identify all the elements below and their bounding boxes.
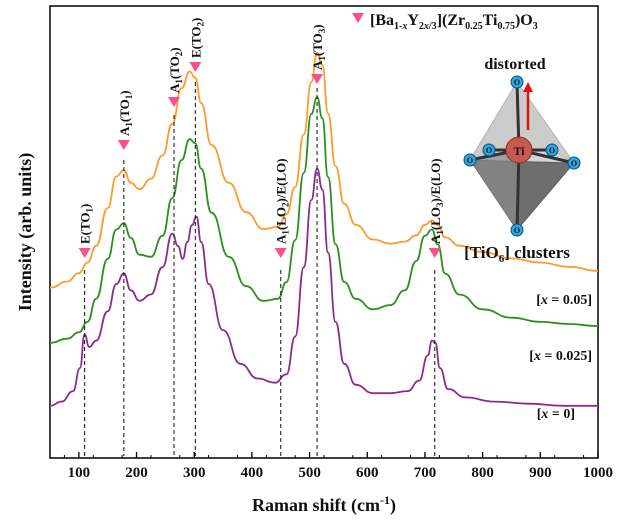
peak-annotations: E(TO1) A1(TO1) A1(TO2) E(TO2) A1(LO2)/E(LO) A… bbox=[78, 18, 445, 456]
peak-label: A1(LO3)/E(LO) bbox=[428, 158, 445, 244]
x-tick-label: 100 bbox=[68, 465, 91, 481]
peak-label: E(TO1) bbox=[78, 204, 95, 244]
peak-marker-icon bbox=[78, 248, 91, 258]
inset-caption: [TiO6] clusters bbox=[464, 243, 570, 265]
series-label: [x = 0.05] bbox=[536, 293, 592, 308]
o-atom-label: O bbox=[571, 159, 577, 168]
x-tick-label: 200 bbox=[125, 465, 148, 481]
axis-labels: Raman shift (cm-1) Intensity (arb. units) bbox=[15, 153, 396, 516]
distortion-arrowhead-icon bbox=[523, 82, 533, 92]
o-atom-icon bbox=[510, 75, 524, 89]
x-tick-label: 600 bbox=[356, 465, 379, 481]
series-line bbox=[49, 167, 598, 407]
series-line bbox=[49, 51, 599, 289]
legend: [Ba1-xY2x/3](Zr0.25Ti0.75)O3 bbox=[352, 12, 538, 32]
o-atom-icon bbox=[567, 156, 581, 170]
peak-label: A1(LO2)/E(LO) bbox=[274, 158, 291, 244]
legend-marker-icon bbox=[352, 13, 364, 23]
o-atom-label: O bbox=[549, 146, 555, 155]
x-tick-label: 500 bbox=[298, 465, 321, 481]
x-tick-label: 700 bbox=[414, 465, 437, 481]
legend-formula: [Ba1-xY2x/3](Zr0.25Ti0.75)O3 bbox=[370, 12, 538, 32]
o-atom-icon bbox=[482, 143, 496, 157]
o-atom-label: O bbox=[514, 78, 520, 87]
o-atom-label: O bbox=[486, 146, 492, 155]
ti-atom-label: Ti bbox=[513, 144, 525, 158]
inset-title: distorted bbox=[484, 56, 545, 73]
peak-label: E(TO2) bbox=[188, 18, 205, 58]
axes: 100 200 300 400 500 600 700 800 900 1000 bbox=[49, 5, 613, 481]
o-atom-label: O bbox=[467, 156, 473, 165]
series-label: [x = 0] bbox=[537, 407, 575, 422]
o-atom-icon bbox=[510, 223, 524, 237]
y-axis-label: Intensity (arb. units) bbox=[15, 153, 36, 312]
peak-marker-icon bbox=[311, 74, 324, 84]
o-atom-icon bbox=[545, 143, 559, 157]
series-label: [x = 0.025] bbox=[529, 349, 592, 364]
peak-marker-icon bbox=[117, 140, 130, 150]
octahedron-lower-left bbox=[470, 150, 519, 230]
series-group: [x = 0.05] [x = 0.025] [x = 0] bbox=[49, 51, 599, 422]
o-atom-label: O bbox=[514, 226, 520, 235]
ti-atom-icon bbox=[505, 136, 533, 164]
peak-marker-icon bbox=[274, 248, 287, 258]
x-axis-label: Raman shift (cm-1) bbox=[252, 493, 396, 516]
x-tick-label: 400 bbox=[241, 465, 264, 481]
peak-marker-icon bbox=[168, 97, 181, 107]
x-tick-label: 300 bbox=[183, 465, 206, 481]
peak-marker-icon bbox=[428, 248, 441, 258]
x-tick-label: 1000 bbox=[583, 465, 613, 481]
x-tick-label: 800 bbox=[471, 465, 494, 481]
o-atom-icon bbox=[463, 153, 477, 167]
tio6-cluster-inset: distorted Ti O O O O O O [TiO6] clusters bbox=[463, 56, 581, 265]
x-tick-label: 900 bbox=[529, 465, 552, 481]
series-line bbox=[49, 96, 599, 344]
peak-label: A1(TO3) bbox=[310, 24, 327, 70]
peak-label: A1(TO1) bbox=[117, 90, 134, 136]
peak-label: A1(TO2) bbox=[167, 47, 184, 93]
peak-marker-icon bbox=[189, 62, 202, 72]
